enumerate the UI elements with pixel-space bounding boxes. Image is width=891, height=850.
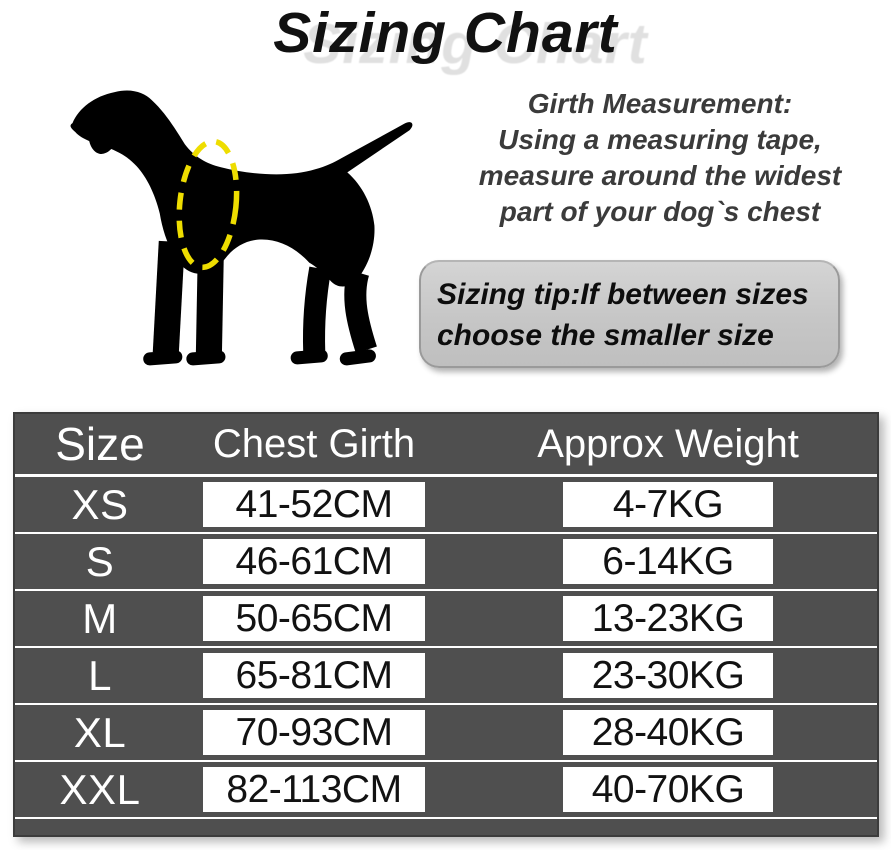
- header-approx-weight: Approx Weight: [537, 422, 799, 466]
- dog-ear-shape: [88, 98, 122, 154]
- girth-line-3: part of your dog`s chest: [499, 196, 821, 227]
- size-cell: XL: [73, 708, 127, 756]
- sizing-tip-line-1: Sizing tip:If between sizes: [437, 278, 809, 311]
- dog-rear-leg: [344, 269, 377, 354]
- girth-cell: 65-81CM: [203, 653, 425, 698]
- girth-line-2: measure around the widest: [478, 160, 842, 191]
- girth-heading: Girth Measurement:: [527, 88, 793, 119]
- page-title-text: Sizing Chart: [273, 1, 618, 65]
- dog-front-foot: [143, 350, 183, 366]
- weight-cell: 13-23KG: [563, 596, 773, 641]
- weight-cell: 28-40KG: [563, 710, 773, 755]
- page-title-shadow: Sizing Chart: [303, 12, 648, 76]
- table-row: S 46-61CM 6-14KG: [15, 532, 877, 589]
- page-title: Sizing Chart Sizing Chart: [0, 1, 891, 75]
- header-size: Size: [55, 418, 145, 470]
- girth-cell: 50-65CM: [203, 596, 425, 641]
- girth-cell: 41-52CM: [203, 482, 425, 527]
- sizing-tip-box: Sizing tip:If between sizes choose the s…: [419, 260, 840, 368]
- table-row: XXL 82-113CM 40-70KG: [15, 760, 877, 817]
- size-cell: XS: [71, 480, 129, 528]
- size-cell: XXL: [59, 765, 141, 813]
- table-footer-strip: [15, 817, 877, 835]
- table-row: XS 41-52CM 4-7KG: [15, 475, 877, 532]
- girth-cell: 46-61CM: [203, 539, 425, 584]
- girth-measure-ellipse-icon: [176, 138, 240, 271]
- weight-cell: 23-30KG: [563, 653, 773, 698]
- girth-cell: 70-93CM: [203, 710, 425, 755]
- size-cell: M: [82, 594, 118, 642]
- dog-front-foot-2: [186, 350, 226, 366]
- dog-rear-foot: [339, 349, 376, 366]
- table-row: M 50-65CM 13-23KG: [15, 589, 877, 646]
- table-header-row: Size Chest Girth Approx Weight: [15, 414, 877, 475]
- table-row: XL 70-93CM 28-40KG: [15, 703, 877, 760]
- dog-rear-foot-2: [290, 349, 328, 365]
- header-chest-girth: Chest Girth: [212, 422, 416, 466]
- girth-cell: 82-113CM: [203, 767, 425, 812]
- table-row: L 65-81CM 23-30KG: [15, 646, 877, 703]
- weight-cell: 40-70KG: [563, 767, 773, 812]
- dog-body-shape: [70, 90, 413, 287]
- size-table: Size Chest Girth Approx Weight XS 41-52C…: [13, 412, 879, 837]
- weight-cell: 4-7KG: [563, 482, 773, 527]
- dog-front-leg: [152, 240, 185, 354]
- size-cell: S: [85, 537, 115, 585]
- sizing-tip-line-2: choose the smaller size: [437, 319, 774, 352]
- girth-line-1: Using a measuring tape,: [498, 124, 822, 155]
- girth-instructions: Girth Measurement: Using a measuring tap…: [436, 86, 884, 230]
- weight-cell: 6-14KG: [563, 539, 773, 584]
- dog-rear-leg-2: [302, 266, 332, 353]
- dog-silhouette-icon: [70, 90, 413, 366]
- size-cell: L: [88, 651, 112, 699]
